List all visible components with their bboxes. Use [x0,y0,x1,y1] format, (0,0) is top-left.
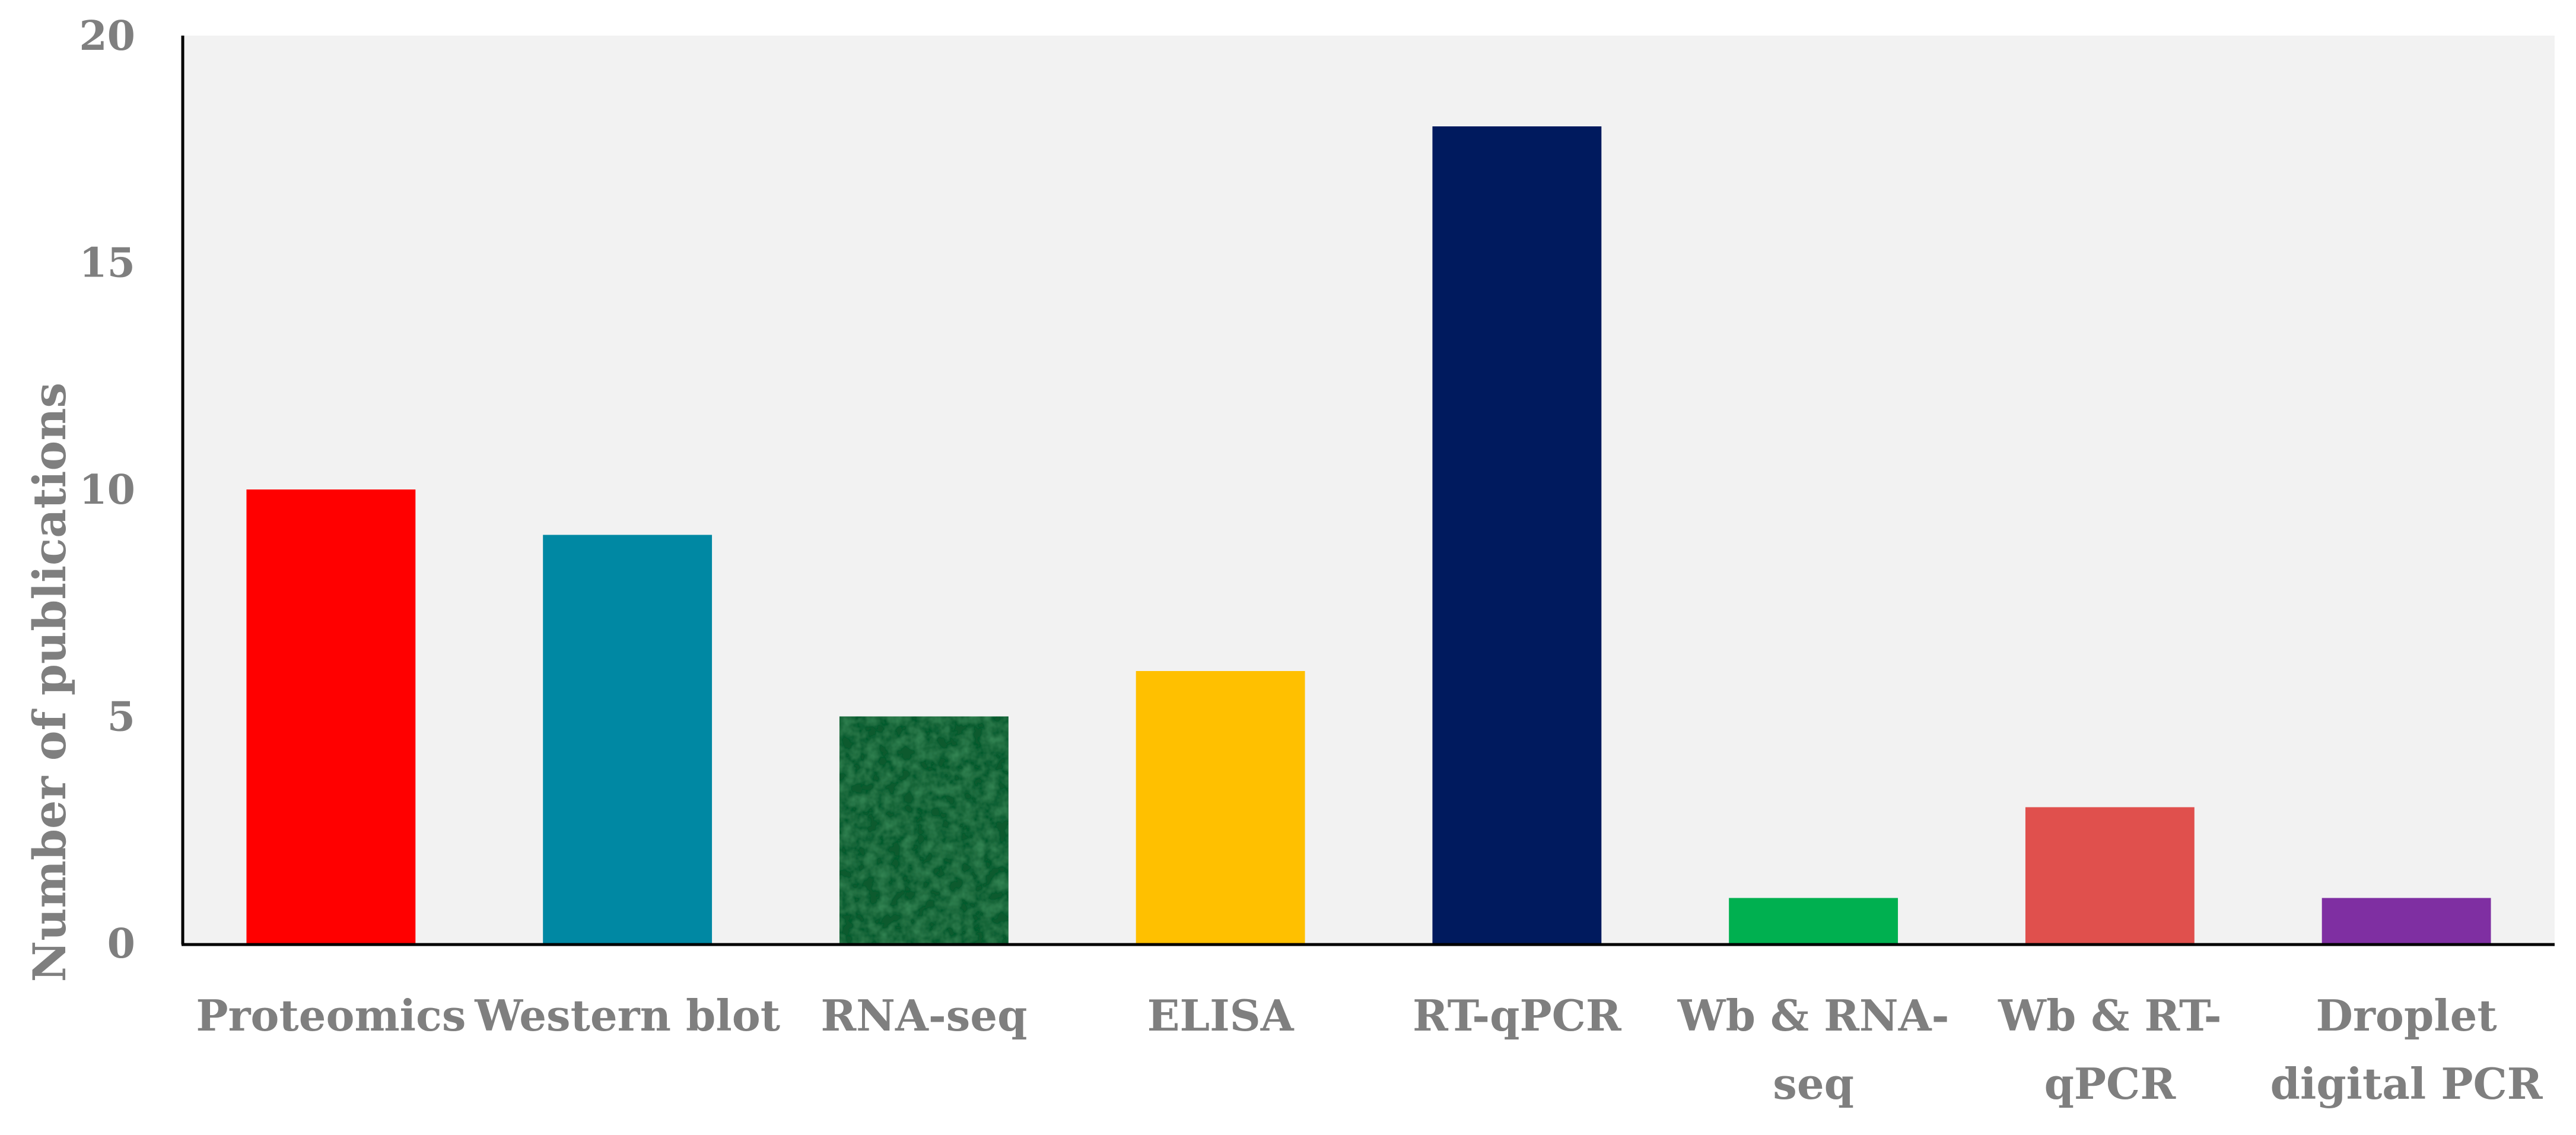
category-label-line: ELISA [1147,990,1295,1041]
category-label: ELISA [1147,990,1295,1041]
category-label-line: Proteomics [196,990,466,1041]
category-label-line: Western blot [474,990,780,1041]
bar-5 [1432,126,1602,943]
category-label: Droplet digital PCR [2270,990,2543,1109]
bar-3 [839,716,1009,943]
category-label: RT-qPCR [1413,990,1622,1041]
category-label-line: Wb & RNA- [1677,990,1950,1041]
category-label: Wb & RT-qPCR [1998,990,2221,1109]
category-label-line: RNA-seq [820,990,1027,1041]
bar-4 [1136,671,1305,943]
bar-8 [2321,898,2491,943]
x-category-labels: Proteomics Western blot RNA-seq ELISA RT-qPC… [196,990,2543,1109]
category-label-line: digital PCR [2270,1058,2543,1109]
category-label: Wb & RNA-seq [1677,990,1950,1109]
bar-6 [1729,898,1898,943]
y-tick-label: 0 [107,920,135,968]
category-label-line: Droplet [2316,990,2497,1041]
bar-7 [2025,807,2195,943]
category-label: RNA-seq [820,990,1027,1041]
category-label-line: Wb & RT- [1998,990,2221,1041]
category-label: Proteomics [196,990,466,1041]
bar-2 [543,535,713,943]
y-tick-labels: 0 5 10 15 20 [79,12,135,968]
y-axis-title: Number of publications [23,383,76,983]
y-tick-label: 20 [79,12,135,60]
category-label-line: qPCR [2044,1058,2177,1109]
y-tick-label: 15 [79,240,135,287]
plot-area-background [183,36,2555,943]
category-label-line: seq [1773,1058,1854,1109]
bars-group [246,126,2491,943]
y-tick-label: 10 [79,466,135,514]
category-label: Western blot [474,990,780,1041]
category-label-line: RT-qPCR [1413,990,1622,1041]
bar-1 [246,489,416,943]
y-tick-label: 5 [107,694,135,741]
